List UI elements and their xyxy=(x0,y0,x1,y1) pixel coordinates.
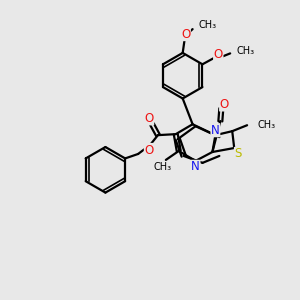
Text: CH₃: CH₃ xyxy=(154,162,172,172)
Text: O: O xyxy=(214,48,223,61)
Text: O: O xyxy=(220,98,229,111)
Text: O: O xyxy=(144,143,154,157)
Text: N: N xyxy=(211,124,220,137)
Text: N: N xyxy=(191,160,200,173)
Text: S: S xyxy=(235,148,242,160)
Text: CH₃: CH₃ xyxy=(236,46,254,56)
Text: CH₃: CH₃ xyxy=(199,20,217,30)
Text: O: O xyxy=(144,112,154,125)
Text: O: O xyxy=(181,28,190,40)
Text: CH₃: CH₃ xyxy=(257,120,275,130)
